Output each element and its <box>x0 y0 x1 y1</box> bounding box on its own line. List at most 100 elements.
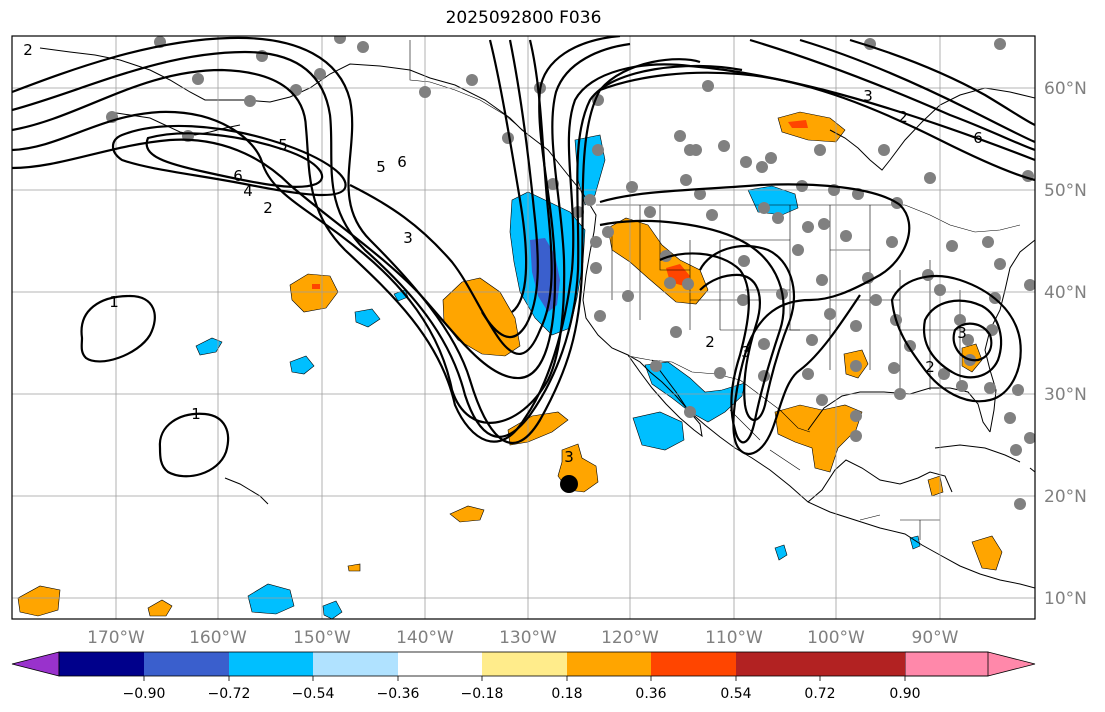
stations <box>106 36 1035 510</box>
coastline-yucatan <box>807 459 953 503</box>
shade-neg-pacific-mx <box>632 411 685 451</box>
station <box>946 240 958 252</box>
station <box>684 144 696 156</box>
station <box>334 36 346 44</box>
colorbar-segment <box>482 652 567 676</box>
contour-east-3 <box>952 322 993 362</box>
station <box>650 360 662 372</box>
latitude-labels: 60°N 50°N 40°N 30°N 20°N 10°N <box>1044 79 1087 609</box>
contour-continental-1 <box>599 183 911 456</box>
station <box>806 334 818 346</box>
contour-inner-8 <box>349 39 553 356</box>
coastline-baja <box>627 354 703 438</box>
contour-label: 3 <box>741 343 751 361</box>
colorbar-tick-label: 0.72 <box>804 686 835 702</box>
lon-label: 150°W <box>293 628 351 648</box>
shade-pos-small-2 <box>147 599 173 617</box>
station <box>982 236 994 248</box>
colorbar-extend-low <box>11 651 60 677</box>
station <box>590 262 602 274</box>
colorbar-tick-label: 0.36 <box>635 686 666 702</box>
station <box>192 73 204 85</box>
colorbar-tick-label: −0.90 <box>123 686 166 702</box>
colorbar: −0.90 −0.72 −0.54 −0.36 −0.18 0.18 0.36 … <box>11 651 1036 702</box>
lat-label: 40°N <box>1044 283 1087 303</box>
contour-label: 5 <box>376 158 386 176</box>
station <box>934 284 946 296</box>
station <box>737 294 749 306</box>
station <box>994 38 1006 50</box>
station <box>802 221 814 233</box>
station <box>314 68 326 80</box>
contour-ne-2 <box>799 38 1035 144</box>
colorbar-extend-high <box>904 651 1036 677</box>
station <box>680 174 692 186</box>
state-borders <box>409 40 1021 540</box>
station <box>682 278 694 290</box>
contour-label: 2 <box>705 333 715 351</box>
lat-label: 20°N <box>1044 487 1087 507</box>
shade-pos-canada <box>777 111 846 143</box>
station <box>954 314 966 326</box>
colorbar-ticks <box>143 676 906 681</box>
lon-label: 110°W <box>705 628 763 648</box>
station <box>840 230 852 242</box>
contour-jet-2 <box>12 50 743 438</box>
station <box>802 368 814 380</box>
station <box>674 130 686 142</box>
border-mexico-states <box>729 409 940 540</box>
station <box>792 244 804 256</box>
contour-label: 3 <box>957 324 967 342</box>
station <box>244 95 256 107</box>
station <box>1010 444 1022 456</box>
station <box>850 360 862 372</box>
station <box>684 406 696 418</box>
contour-continental-3 <box>699 245 795 422</box>
lon-label: 100°W <box>807 628 865 648</box>
contour-jet-4 <box>12 42 631 424</box>
colorbar-tick-label: −0.54 <box>292 686 335 702</box>
coastline-gulf-of-mexico <box>807 387 991 433</box>
longitude-labels: 170°W 160°W 150°W 140°W 130°W 120°W 110°… <box>87 628 959 648</box>
station <box>888 362 900 374</box>
station <box>626 181 638 193</box>
station <box>850 430 862 442</box>
station <box>878 144 890 156</box>
colorbar-tick-label: 0.54 <box>720 686 751 702</box>
shade-pos-caribbean <box>971 535 1003 571</box>
contour-jet-7 <box>145 132 324 188</box>
station <box>590 236 602 248</box>
station <box>706 209 718 221</box>
shade-neg-small-4 <box>322 600 343 619</box>
contour-label: 1 <box>191 405 201 423</box>
shade-pos-canada-core <box>788 120 808 128</box>
colorbar-segment <box>59 652 144 676</box>
coastline-hawaii <box>224 477 269 505</box>
colorbar-segments <box>59 652 820 676</box>
lon-label: 130°W <box>499 628 557 648</box>
contour-jet-5 <box>12 36 621 380</box>
shade-neg-small-1 <box>195 337 223 356</box>
contour-label: 3 <box>564 448 574 466</box>
contour-label: 3 <box>403 229 413 247</box>
station <box>1004 412 1016 424</box>
colorbar-tick-label: −0.18 <box>461 686 504 702</box>
lon-label: 90°W <box>912 628 959 648</box>
contour-label: 6 <box>397 153 407 171</box>
grid-lat <box>12 87 1035 599</box>
shade-pos-pacific-nw-core <box>312 284 320 289</box>
shade-neg-small-2 <box>289 355 315 375</box>
contour-label: 2 <box>925 358 935 376</box>
station <box>702 80 714 92</box>
contour-label: 1 <box>109 293 119 311</box>
station <box>824 308 836 320</box>
station <box>419 86 431 98</box>
colorbar-tick-label: −0.36 <box>377 686 420 702</box>
station <box>886 236 898 248</box>
colorbar-tick-label: 0.18 <box>551 686 582 702</box>
highlighted-point <box>560 475 578 493</box>
station <box>818 218 830 230</box>
contour-jet-1 <box>12 36 701 445</box>
colorbar-segment <box>398 652 482 676</box>
colorbar-segment <box>736 652 820 676</box>
